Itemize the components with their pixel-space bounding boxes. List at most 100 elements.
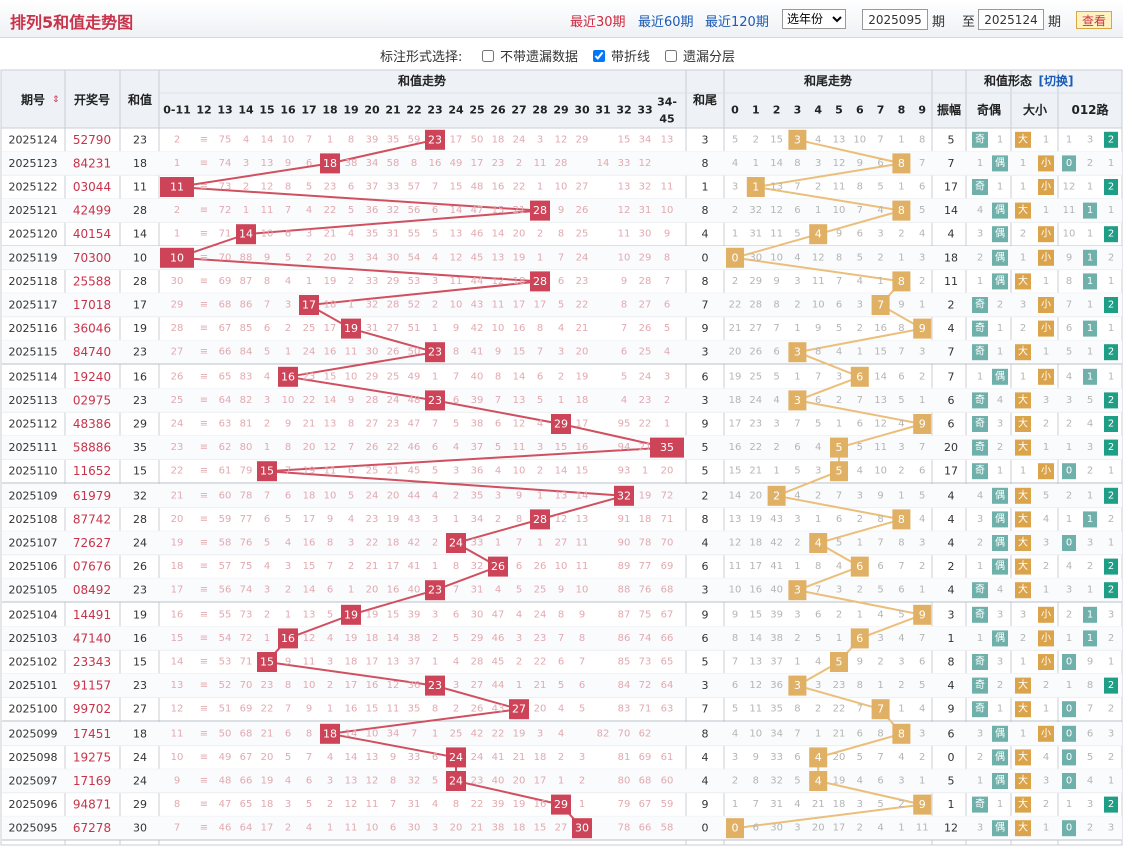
sum-miss-value: 7	[174, 823, 180, 834]
tail-miss-value: 3	[815, 680, 821, 691]
sum-miss-value: 76	[240, 538, 253, 549]
tail-miss-value: 2	[794, 300, 800, 311]
sum-miss-value: 28	[555, 158, 568, 169]
issue-cell: 2025119	[9, 251, 58, 264]
option-with-line-checkbox[interactable]	[593, 49, 605, 62]
tail-miss-value: 9	[877, 490, 883, 501]
tail-miss-value: 4	[815, 657, 821, 668]
sum-miss-value: 8	[285, 442, 291, 453]
sum-miss-value: 59	[408, 134, 421, 145]
tail-miss-value: 4	[794, 490, 800, 501]
sum-miss-value: 65	[240, 799, 253, 810]
size-label: 大	[1018, 678, 1028, 691]
sum-miss-value: 16	[171, 609, 184, 620]
tail-marker	[809, 224, 828, 245]
sum-miss-value: 1	[327, 704, 333, 715]
from-issue-input[interactable]	[862, 9, 928, 30]
size-miss: 2	[1043, 680, 1049, 691]
road-miss: 11	[1063, 205, 1076, 216]
sum-miss-value: 34	[471, 514, 484, 525]
sum-miss-value: 1	[432, 371, 438, 382]
option-miss-layer-checkbox[interactable]	[665, 49, 677, 62]
issue-cell: 2025123	[9, 157, 58, 170]
sum-miss-value: 12	[618, 205, 631, 216]
tail-miss-value: 40	[770, 585, 783, 596]
sum-miss-value: 55	[219, 609, 232, 620]
sum-miss-value: 5	[453, 633, 459, 644]
period-link-120[interactable]: 最近120期	[705, 15, 769, 30]
odd-even-marker	[992, 226, 1008, 243]
sort-icon[interactable]: ⇕	[52, 95, 60, 105]
road-marker-label: 2	[1108, 182, 1114, 193]
amplitude-cell: 4	[948, 228, 955, 241]
draw-cell: 03044	[73, 180, 111, 194]
tail-marker-label: 3	[794, 584, 801, 597]
sum-miss-value: 35	[471, 490, 484, 501]
tail-miss-value: 4	[794, 252, 800, 263]
draw-cell: 48386	[73, 417, 111, 431]
sum-miss-value: ≡	[200, 347, 208, 358]
sum-miss-value: 3	[327, 776, 333, 787]
option-no-miss[interactable]: 不带遗漏数据	[482, 46, 578, 65]
sum-miss-value: 58	[219, 538, 232, 549]
tail-miss-value: 7	[898, 347, 904, 358]
sum-miss-value: 39	[492, 799, 505, 810]
amplitude-cell: 4	[948, 537, 955, 550]
amplitude-cell: 6	[948, 727, 955, 740]
odd-even-label: 奇	[975, 417, 985, 430]
odd-even-marker	[992, 487, 1008, 504]
tail-miss-value: 3	[794, 514, 800, 525]
odd-even-miss: 1	[997, 323, 1003, 334]
tail-marker-label: 6	[856, 560, 863, 573]
tail-miss-value: 6	[732, 680, 738, 691]
road-miss: 1	[1066, 514, 1072, 525]
odd-even-miss: 2	[977, 538, 983, 549]
to-issue-input[interactable]	[978, 9, 1044, 30]
road-miss: 1	[1108, 657, 1114, 668]
sum-miss-value: 23	[303, 371, 316, 382]
sum-miss-value: 7	[264, 300, 270, 311]
amplitude-cell: 0	[948, 751, 955, 764]
sum-miss-value: 53	[219, 657, 232, 668]
issue-unit-label: 期	[932, 15, 946, 30]
tail-miss-value: 35	[770, 704, 783, 715]
draw-cell: 17451	[73, 727, 111, 741]
query-button[interactable]: 查看	[1076, 11, 1112, 29]
option-miss-layer[interactable]: 遗漏分层	[665, 46, 735, 65]
switch-link[interactable]: [切换]	[1039, 73, 1074, 88]
odd-even-miss: 1	[997, 134, 1003, 145]
sum-miss-value: 3	[579, 752, 585, 763]
road-miss: 12	[1063, 182, 1076, 193]
option-no-miss-checkbox[interactable]	[482, 49, 494, 62]
odd-even-marker	[992, 273, 1008, 290]
amplitude-cell: 4	[948, 584, 955, 597]
period-link-30[interactable]: 最近30期	[570, 15, 626, 30]
sum-miss-value: 78	[240, 490, 253, 501]
tail-miss-value: 4	[898, 419, 904, 430]
sum-miss-value: 13	[576, 514, 589, 525]
tail-miss-value: 1	[898, 182, 904, 193]
sum-miss-value: 22	[261, 704, 274, 715]
odd-even-label: 偶	[995, 750, 1005, 763]
sum-miss-value: 12	[555, 514, 568, 525]
road-marker-label: 1	[1087, 205, 1093, 216]
sum-col-header: 13	[217, 104, 232, 117]
tail-miss-value: 7	[732, 657, 738, 668]
size-miss: 2	[1020, 323, 1026, 334]
sum-miss-value: 12	[171, 704, 184, 715]
tail-miss-value: 3	[857, 490, 863, 501]
tail-marker-label: 8	[898, 157, 905, 170]
option-with-line[interactable]: 带折线	[593, 46, 650, 65]
tail-miss-value: 2	[732, 276, 738, 287]
sum-miss-value: 70	[661, 538, 674, 549]
sum-miss-value: 7	[579, 657, 585, 668]
sum-miss-value: 17	[576, 419, 589, 430]
sum-miss-value: 1	[264, 633, 270, 644]
tail-col-header: 0	[731, 104, 739, 117]
period-link-60[interactable]: 最近60期	[638, 15, 694, 30]
road-miss: 8	[1066, 276, 1072, 287]
sum-miss-value: 95	[618, 419, 631, 430]
year-select[interactable]: 选年份	[782, 9, 846, 29]
sum-miss-value: 2	[285, 823, 291, 834]
sum-marker-label: 23	[428, 679, 442, 692]
